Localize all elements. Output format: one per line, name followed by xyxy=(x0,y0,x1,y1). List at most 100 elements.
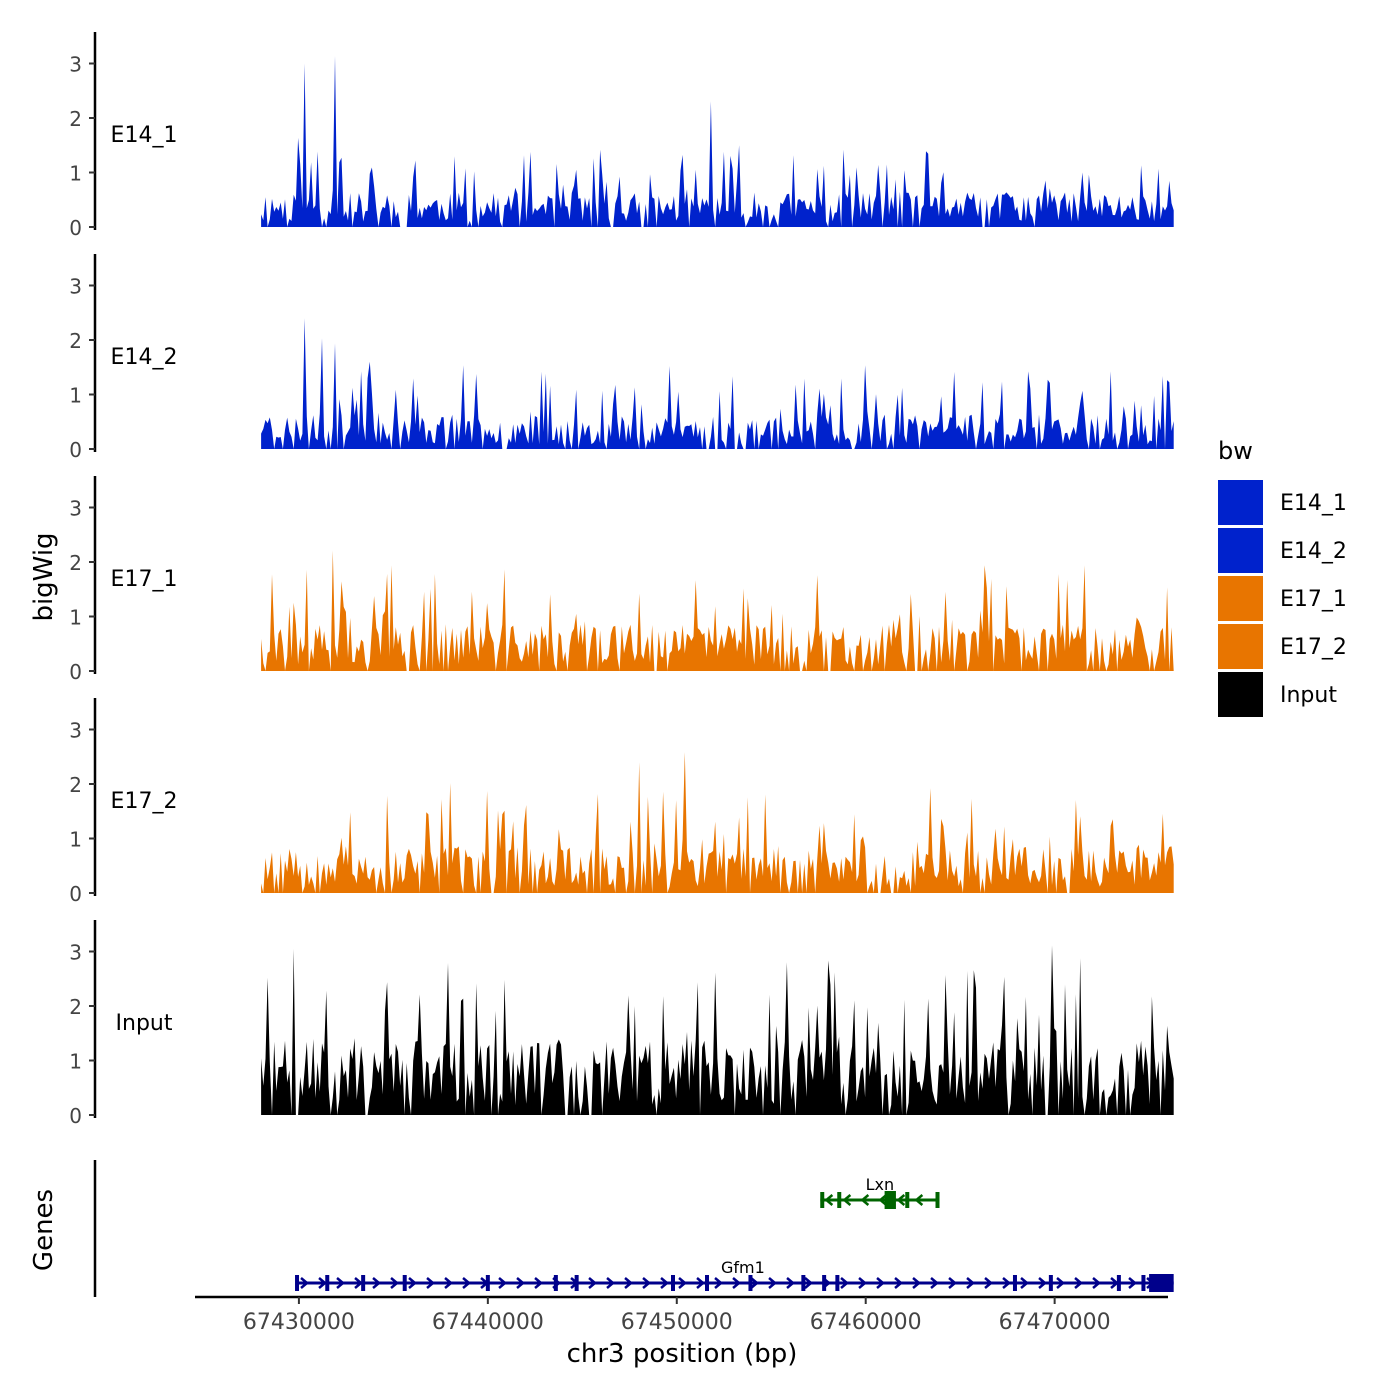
gene-name-label: Lxn xyxy=(866,1175,895,1194)
gene-Lxn: Lxn xyxy=(820,1175,940,1209)
legend-swatch-E14_2 xyxy=(1218,528,1263,573)
strand-arrow xyxy=(588,1277,597,1289)
strand-arrow xyxy=(408,1277,417,1289)
strand-arrow xyxy=(894,1277,903,1289)
legend-label-E14_2: E14_2 xyxy=(1280,539,1347,564)
strand-arrow xyxy=(984,1277,993,1289)
exon xyxy=(1141,1275,1146,1291)
exon xyxy=(553,1275,558,1291)
strand-arrow xyxy=(858,1277,867,1289)
y-tick-label: 0 xyxy=(69,882,82,906)
exon xyxy=(748,1275,753,1291)
x-tick-label: 67440000 xyxy=(432,1310,544,1335)
y-tick-label: 2 xyxy=(69,107,82,131)
strand-arrow xyxy=(426,1277,435,1289)
y-axis-title: bigWig xyxy=(29,532,59,621)
legend-label-Input: Input xyxy=(1280,683,1337,708)
y-tick-label: 2 xyxy=(69,773,82,797)
track-label: E17_2 xyxy=(111,789,178,814)
strand-arrow xyxy=(1002,1277,1011,1289)
strand-arrow xyxy=(876,1277,885,1289)
signal-area-Input xyxy=(261,945,1174,1115)
strand-arrow xyxy=(624,1277,633,1289)
x-axis-title: chr3 position (bp) xyxy=(567,1339,798,1369)
track-E14_2: 0 1 2 3 E14_2 xyxy=(69,254,1174,462)
strand-arrow xyxy=(336,1277,345,1289)
strand-arrow xyxy=(840,1277,849,1289)
track-label: E14_2 xyxy=(111,345,178,370)
strand-arrow xyxy=(878,1194,888,1206)
y-tick-label: 1 xyxy=(69,162,82,186)
signal-area-E17_1 xyxy=(261,550,1174,671)
exon xyxy=(402,1275,407,1291)
strand-arrow xyxy=(660,1277,669,1289)
strand-arrow xyxy=(318,1277,327,1289)
strand-arrow xyxy=(1092,1277,1101,1289)
strand-arrow xyxy=(642,1277,651,1289)
track-Input: 0 1 2 3 Input xyxy=(69,920,1174,1128)
exon xyxy=(1012,1275,1017,1291)
y-tick-label: 1 xyxy=(69,1050,82,1074)
exon xyxy=(822,1275,827,1291)
legend-label-E17_1: E17_1 xyxy=(1280,587,1347,612)
x-tick-label: 67470000 xyxy=(999,1310,1111,1335)
genes-axis-title: Genes xyxy=(29,1189,59,1271)
legend-swatch-E17_2 xyxy=(1218,624,1263,669)
exon xyxy=(837,1192,842,1208)
strand-arrow xyxy=(300,1277,309,1289)
gene-block xyxy=(884,1191,896,1209)
x-tick-label: 67460000 xyxy=(810,1310,922,1335)
strand-arrow xyxy=(948,1277,957,1289)
track-label: E17_1 xyxy=(111,567,178,592)
track-E14_1: 0 1 2 3 E14_1 xyxy=(69,32,1174,240)
strand-arrow xyxy=(786,1277,795,1289)
strand-arrow xyxy=(678,1277,687,1289)
legend: bw E14_1 E14_2 E17_1 E17_2 Input xyxy=(1218,437,1347,717)
track-E17_1: 0 1 2 3 E17_1 xyxy=(69,476,1174,684)
strand-arrow xyxy=(534,1277,543,1289)
strand-arrow xyxy=(714,1277,723,1289)
signal-tracks: 0 1 2 3 E14_1 0 1 2 3 E14_2 0 1 2 3 E17_1 0 1 2 3 E17_2 0 1 2 3… xyxy=(69,32,1174,1128)
y-tick-label: 0 xyxy=(69,1104,82,1128)
y-tick-label: 3 xyxy=(69,53,82,77)
gene-track: Gfm1 Lxn xyxy=(93,1160,1174,1297)
exon xyxy=(670,1275,675,1291)
exon xyxy=(325,1275,330,1291)
y-tick-label: 3 xyxy=(69,497,82,521)
y-tick-label: 3 xyxy=(69,275,82,299)
legend-swatch-E17_1 xyxy=(1218,576,1263,621)
strand-arrow xyxy=(1038,1277,1047,1289)
legend-swatch-Input xyxy=(1218,672,1263,717)
y-tick-label: 0 xyxy=(69,438,82,462)
strand-arrow xyxy=(912,1277,921,1289)
strand-arrow xyxy=(696,1277,705,1289)
strand-arrow xyxy=(444,1277,453,1289)
exon xyxy=(935,1192,940,1208)
y-tick-label: 3 xyxy=(69,719,82,743)
strand-arrow xyxy=(1128,1277,1137,1289)
legend-swatch-E14_1 xyxy=(1218,480,1263,525)
legend-label-E17_2: E17_2 xyxy=(1280,635,1347,660)
strand-arrow xyxy=(860,1194,870,1206)
gene-block xyxy=(1149,1274,1174,1292)
strand-arrow xyxy=(1056,1277,1065,1289)
signal-area-E17_2 xyxy=(261,752,1174,893)
exon xyxy=(1048,1275,1053,1291)
legend-title: bw xyxy=(1218,437,1253,465)
exon xyxy=(1116,1275,1121,1291)
exon xyxy=(295,1275,300,1291)
exon xyxy=(905,1192,910,1208)
legend-label-E14_1: E14_1 xyxy=(1280,491,1347,516)
y-tick-label: 1 xyxy=(69,384,82,408)
y-tick-label: 2 xyxy=(69,329,82,353)
exon xyxy=(835,1275,840,1291)
strand-arrow xyxy=(1074,1277,1083,1289)
strand-arrow xyxy=(842,1194,852,1206)
signal-area-E14_1 xyxy=(261,56,1174,227)
x-tick-label: 67430000 xyxy=(243,1310,355,1335)
y-tick-label: 2 xyxy=(69,995,82,1019)
strand-arrow xyxy=(966,1277,975,1289)
y-tick-label: 1 xyxy=(69,828,82,852)
strand-arrow xyxy=(372,1277,381,1289)
